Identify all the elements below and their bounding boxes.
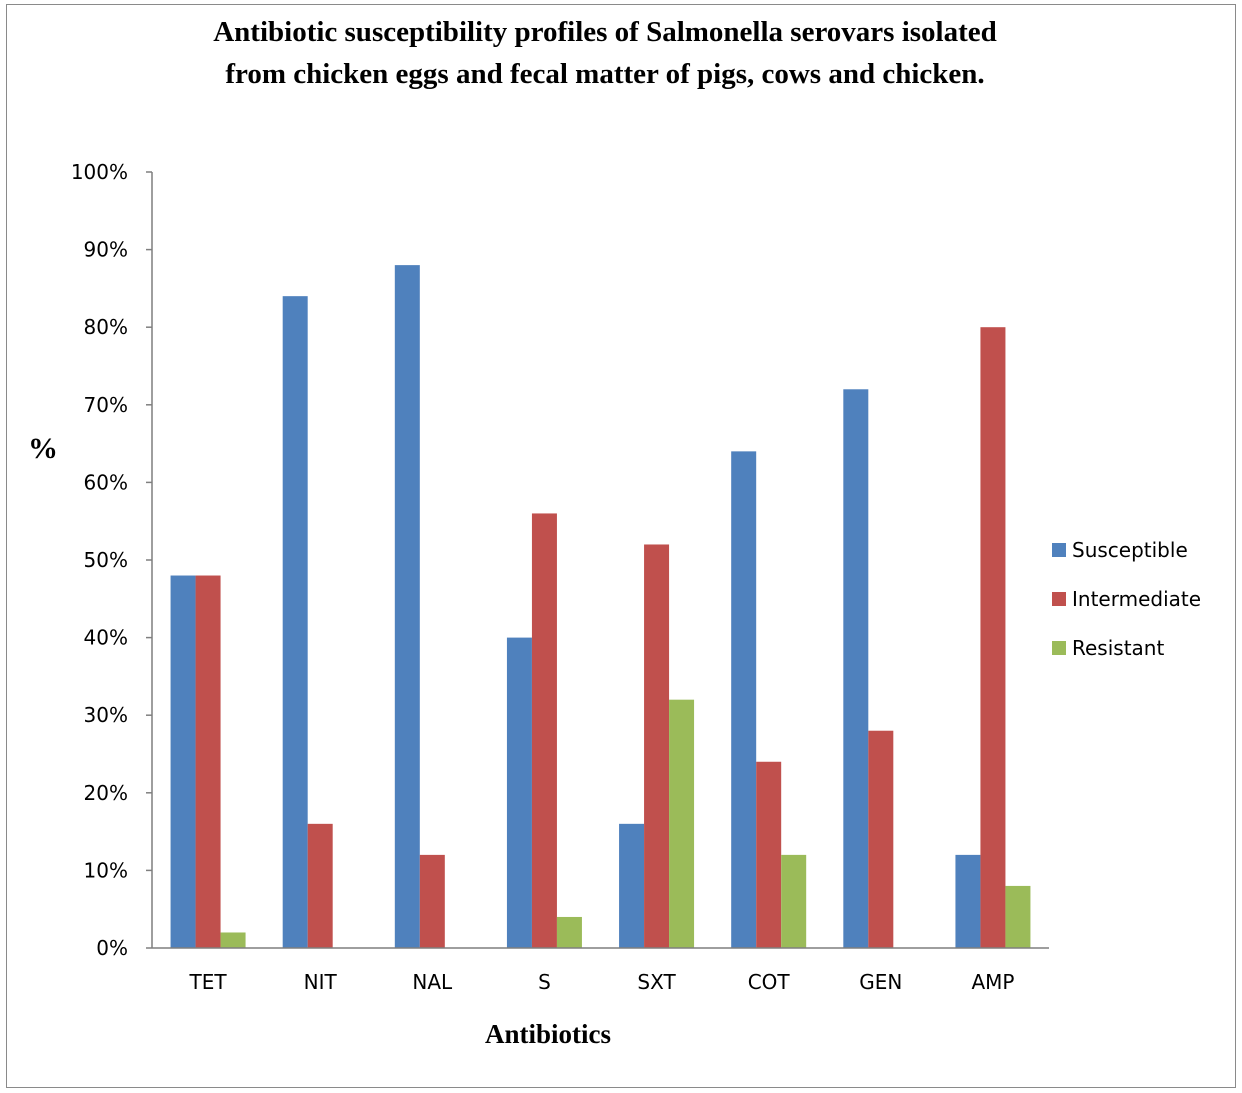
bar-susceptible-sxt: [619, 823, 645, 948]
y-tick-label: 60%: [84, 470, 128, 494]
bar-resistant-cot: [781, 854, 807, 948]
y-axis-ticks: 0% 10% 20% 30% 40% 50% 60% 70% 80% 90% 100%: [71, 160, 152, 960]
legend-label-susceptible: Susceptible: [1072, 538, 1188, 562]
legend-label-resistant: Resistant: [1072, 636, 1164, 660]
chart-title-line-1: Antibiotic susceptibility profiles of Sa…: [213, 16, 997, 48]
bar-susceptible-nit: [282, 296, 308, 948]
x-tick-label: NIT: [304, 970, 338, 994]
x-tick-label: GEN: [859, 970, 902, 994]
x-tick-label: TET: [189, 970, 228, 994]
x-axis-ticks: TET NIT NAL S SXT COT GEN AMP: [189, 970, 1015, 994]
legend-swatch-susceptible: [1052, 543, 1066, 557]
x-tick-label: NAL: [412, 970, 453, 994]
y-tick-label: 70%: [84, 393, 128, 417]
chart-title: Antibiotic susceptibility profiles of Sa…: [213, 16, 997, 90]
bar-resistant-amp: [1005, 885, 1031, 948]
bar-susceptible-amp: [955, 854, 981, 948]
legend: Susceptible Intermediate Resistant: [1052, 538, 1201, 660]
bar-resistant-sxt: [669, 699, 695, 948]
bar-susceptible-nal: [394, 265, 420, 948]
bar-intermediate-tet: [195, 575, 221, 948]
bar-intermediate-nal: [419, 854, 445, 948]
bar-intermediate-cot: [756, 761, 782, 948]
y-tick-label: 50%: [84, 548, 128, 572]
bar-intermediate-sxt: [644, 544, 670, 948]
legend-swatch-resistant: [1052, 641, 1066, 655]
y-tick-label: 10%: [84, 858, 128, 882]
bar-intermediate-gen: [868, 730, 894, 948]
bar-resistant-s: [556, 916, 582, 948]
bar-intermediate-nit: [307, 823, 333, 948]
x-tick-label: S: [538, 970, 551, 994]
x-tick-label: COT: [748, 970, 791, 994]
x-axis-title: Antibiotics: [485, 1019, 611, 1049]
y-tick-label: 40%: [84, 626, 128, 650]
bars: [170, 265, 1031, 948]
y-axis-title: %: [28, 432, 58, 465]
legend-label-intermediate: Intermediate: [1072, 587, 1201, 611]
y-tick-label: 0%: [96, 936, 128, 960]
y-tick-label: 90%: [84, 238, 128, 262]
bar-susceptible-gen: [843, 389, 869, 948]
bar-susceptible-cot: [731, 451, 757, 948]
bar-intermediate-s: [531, 513, 557, 948]
y-tick-label: 80%: [84, 315, 128, 339]
x-tick-label: AMP: [971, 970, 1014, 994]
y-tick-label: 100%: [71, 160, 128, 184]
bar-susceptible-tet: [170, 575, 196, 948]
y-tick-label: 30%: [84, 703, 128, 727]
y-tick-label: 20%: [84, 781, 128, 805]
bar-intermediate-amp: [980, 327, 1006, 948]
bar-susceptible-s: [506, 637, 532, 948]
bar-resistant-tet: [220, 932, 246, 948]
x-tick-label: SXT: [637, 970, 676, 994]
legend-swatch-intermediate: [1052, 592, 1066, 606]
chart-title-line-2: from chicken eggs and fecal matter of pi…: [225, 58, 984, 90]
